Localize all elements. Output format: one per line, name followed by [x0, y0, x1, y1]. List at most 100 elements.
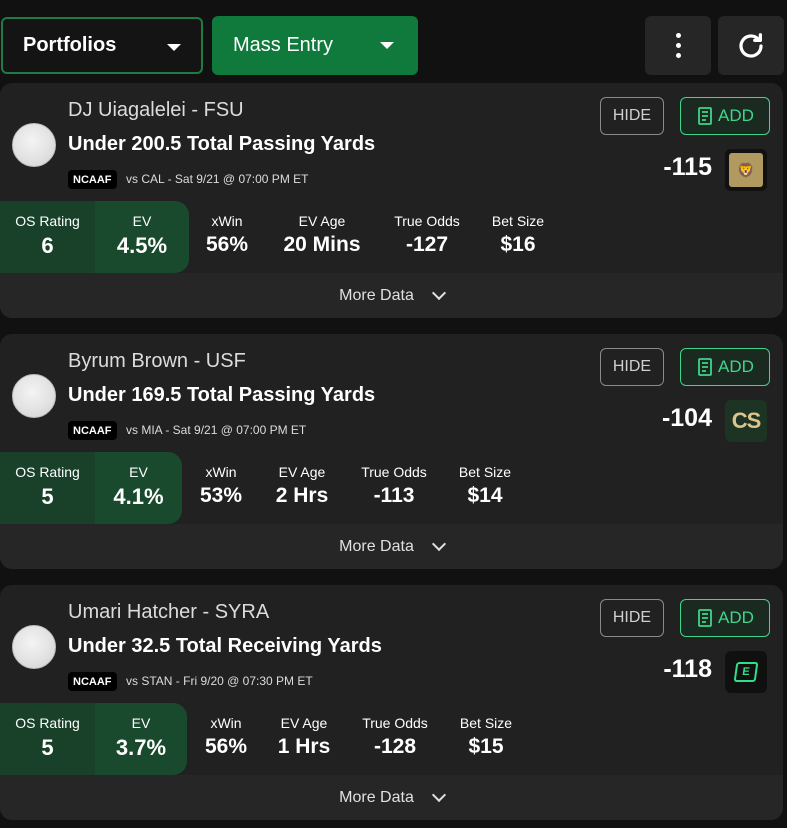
- chevron-down-icon: [431, 787, 446, 803]
- player-name: DJ Uiagalelei - FSU: [68, 99, 244, 121]
- ev-value: 3.7%: [115, 735, 167, 760]
- receipt-icon: [698, 358, 712, 376]
- refresh-button[interactable]: [718, 16, 784, 75]
- bet-card: DJ Uiagalelei - FSU Under 200.5 Total Pa…: [0, 83, 783, 318]
- ev-cell: EV 4.1%: [95, 452, 182, 524]
- true-odds-stat: True Odds -127: [394, 201, 460, 273]
- game-info: vs MIA - Sat 9/21 @ 07:00 PM ET: [126, 423, 307, 437]
- more-data-label: More Data: [339, 788, 414, 806]
- add-button[interactable]: ADD: [680, 599, 770, 637]
- ev-age-stat: EV Age 20 Mins: [283, 201, 360, 273]
- os-rating-label: OS Rating: [15, 464, 80, 480]
- more-data-toggle[interactable]: More Data: [0, 775, 783, 820]
- espnbet-e-icon: E: [725, 651, 767, 693]
- odds-value: -104: [661, 404, 712, 432]
- true-odds-value: -113: [373, 484, 415, 507]
- stats-row: OS Rating 5 EV 3.7% xWin 56% EV Age 1 Hr…: [0, 703, 783, 775]
- xwin-label: xWin: [205, 464, 237, 480]
- os-rating-label: OS Rating: [15, 213, 80, 229]
- bet-size-stat: Bet Size $16: [492, 201, 544, 273]
- player-name: Umari Hatcher - SYRA: [68, 601, 270, 623]
- xwin-label: xWin: [211, 213, 243, 229]
- mass-entry-dropdown[interactable]: Mass Entry: [212, 16, 418, 75]
- stats-row: OS Rating 6 EV 4.5% xWin 56% EV Age 20 M…: [0, 201, 783, 273]
- true-odds-stat: True Odds -113: [361, 452, 427, 524]
- league-badge: NCAAF: [68, 170, 117, 189]
- hide-button[interactable]: HIDE: [600, 348, 664, 386]
- os-rating-cell: OS Rating 6: [0, 201, 95, 273]
- ev-label: EV: [132, 213, 152, 229]
- refresh-icon: [739, 32, 763, 58]
- stats-row: OS Rating 5 EV 4.1% xWin 53% EV Age 2 Hr…: [0, 452, 783, 524]
- chevron-down-icon: [431, 285, 446, 301]
- ev-value: 4.5%: [116, 233, 168, 258]
- true-odds-label: True Odds: [394, 213, 460, 229]
- true-odds-value: -128: [373, 735, 417, 758]
- os-rating-value: 5: [41, 484, 54, 509]
- ev-age-label: EV Age: [278, 464, 326, 480]
- player-avatar: [12, 123, 56, 167]
- ev-age-label: EV Age: [298, 213, 346, 229]
- hide-button[interactable]: HIDE: [600, 97, 664, 135]
- bet-market: Under 169.5 Total Passing Yards: [68, 384, 376, 406]
- xwin-stat: xWin 56%: [206, 201, 248, 273]
- bet-size-label: Bet Size: [491, 213, 545, 229]
- game-info: vs STAN - Fri 9/20 @ 07:30 PM ET: [126, 674, 313, 688]
- bet-size-stat: Bet Size $15: [460, 703, 512, 775]
- os-rating-label: OS Rating: [15, 715, 80, 731]
- add-button[interactable]: ADD: [680, 97, 770, 135]
- xwin-stat: xWin 56%: [205, 703, 247, 775]
- receipt-icon: [698, 609, 712, 627]
- xwin-label: xWin: [210, 715, 242, 731]
- os-rating-value: 5: [41, 735, 54, 760]
- game-info: vs CAL - Sat 9/21 @ 07:00 PM ET: [126, 172, 309, 186]
- kebab-menu-icon: [675, 33, 681, 58]
- bet-size-value: $16: [500, 233, 536, 256]
- add-label: ADD: [718, 357, 754, 376]
- ev-age-value: 2 Hrs: [275, 484, 329, 507]
- bet-market: Under 32.5 Total Receiving Yards: [68, 635, 382, 657]
- ev-age-value: 1 Hrs: [277, 735, 331, 758]
- player-name: Byrum Brown - USF: [68, 350, 246, 372]
- ev-age-label: EV Age: [280, 715, 328, 731]
- os-rating-cell: OS Rating 5: [0, 703, 95, 775]
- more-data-toggle[interactable]: More Data: [0, 524, 783, 569]
- player-avatar: [12, 625, 56, 669]
- add-button[interactable]: ADD: [680, 348, 770, 386]
- top-toolbar: Portfolios Mass Entry: [0, 0, 787, 82]
- xwin-value: 56%: [204, 735, 248, 758]
- os-rating-cell: OS Rating 5: [0, 452, 95, 524]
- ev-cell: EV 3.7%: [95, 703, 187, 775]
- ev-age-stat: EV Age 1 Hrs: [278, 703, 331, 775]
- add-label: ADD: [718, 608, 754, 627]
- caret-down-icon: [167, 44, 181, 51]
- bet-size-stat: Bet Size $14: [459, 452, 511, 524]
- true-odds-label: True Odds: [362, 715, 428, 731]
- player-avatar: [12, 374, 56, 418]
- ev-age-value: 20 Mins: [283, 233, 361, 256]
- ev-label: EV: [129, 464, 148, 480]
- xwin-value: 56%: [205, 233, 249, 256]
- league-badge: NCAAF: [68, 672, 117, 691]
- mass-entry-label: Mass Entry: [233, 34, 334, 56]
- true-odds-stat: True Odds -128: [362, 703, 428, 775]
- more-options-button[interactable]: [645, 16, 711, 75]
- odds-value: -118: [663, 655, 712, 683]
- bet-card: Byrum Brown - USF Under 169.5 Total Pass…: [0, 334, 783, 569]
- more-data-toggle[interactable]: More Data: [0, 273, 783, 318]
- xwin-stat: xWin 53%: [200, 452, 242, 524]
- bet-size-value: $14: [467, 484, 503, 507]
- os-rating-value: 6: [41, 233, 54, 258]
- ev-label: EV: [131, 715, 151, 731]
- true-odds-label: True Odds: [361, 464, 427, 480]
- add-label: ADD: [718, 106, 754, 125]
- true-odds-value: -127: [405, 233, 449, 256]
- portfolios-dropdown[interactable]: Portfolios: [1, 17, 203, 74]
- hide-button[interactable]: HIDE: [600, 599, 664, 637]
- bet-market: Under 200.5 Total Passing Yards: [68, 133, 376, 155]
- odds-value: -115: [663, 153, 712, 181]
- bet-size-value: $15: [468, 735, 504, 758]
- chevron-down-icon: [431, 536, 446, 552]
- caesars-cs-icon: CS: [725, 400, 767, 442]
- more-data-label: More Data: [339, 537, 414, 555]
